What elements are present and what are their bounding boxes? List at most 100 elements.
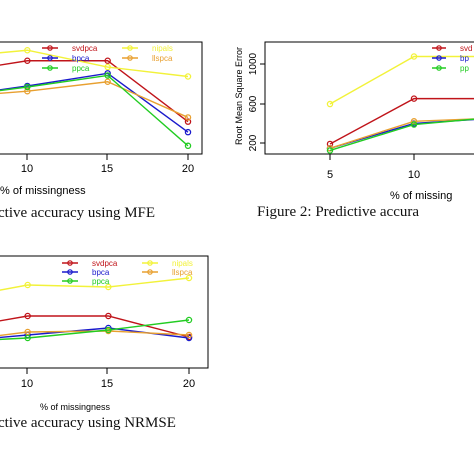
legend-marker-llspca — [127, 55, 133, 61]
data-point-llspca — [184, 114, 192, 121]
series-line-svdpca — [0, 315, 190, 338]
plot-frame — [264, 41, 474, 155]
legend-label-llspca: llspca — [152, 54, 173, 63]
data-point-nipals — [24, 47, 31, 54]
series-line-svdpca — [329, 97, 474, 145]
legend-label-bpca: bpca — [92, 268, 110, 277]
legend-marker-ppca — [47, 65, 53, 71]
x-tick-label: 10 — [408, 169, 420, 181]
data-point-svdpca — [326, 140, 334, 148]
data-point-nipals — [24, 281, 31, 289]
legend-marker-bpca — [47, 55, 53, 61]
series-line-llspca — [0, 81, 189, 119]
x-tick-label: 15 — [101, 163, 113, 175]
x-tick-label: 5 — [327, 169, 333, 181]
data-point-nipals — [185, 274, 193, 282]
data-point-llspca — [104, 78, 111, 86]
chart-panel-nrmse: svdpca nipals bpca llspca ppca 10 15 20 % of… — [0, 255, 209, 431]
y-tick-label: 600 — [248, 95, 259, 112]
x-tick-label: 20 — [182, 163, 194, 175]
data-point-svdpca — [410, 95, 418, 102]
legend-label-llspca: llspca — [172, 268, 193, 277]
series-line-bpca — [0, 72, 189, 133]
y-axis: 200 600 1000 Root Mean Square Error — [234, 47, 265, 151]
data-point-llspca — [24, 328, 31, 336]
data-point-svdpca — [105, 312, 112, 320]
legend-marker-llspca — [147, 269, 153, 275]
legend-label-nipals: nipals — [152, 44, 173, 53]
data-point-bpca — [185, 334, 193, 342]
series-layer — [0, 274, 193, 342]
data-point-llspca — [326, 145, 334, 152]
series-layer — [326, 53, 474, 154]
legend-label-nipals: nipals — [172, 259, 193, 268]
legend-marker-svdpca — [47, 45, 53, 51]
legend-label-ppca: ppca — [92, 277, 110, 286]
legend-label-svdpca: svdpca — [72, 44, 98, 53]
data-point-nipals — [105, 283, 112, 291]
data-point-llspca — [24, 87, 31, 95]
legend-marker-nipals — [147, 260, 153, 266]
data-point-ppca — [410, 121, 418, 128]
data-point-bpca — [184, 128, 192, 136]
x-tick-label: 20 — [183, 378, 195, 390]
legend-label-svdpca: svdpca — [92, 259, 118, 268]
data-point-ppca — [185, 316, 193, 324]
legend: svdpca nipals bpca llspca ppca — [62, 259, 193, 286]
x-tick-label: 15 — [101, 378, 113, 390]
legend-marker-nipals — [127, 45, 133, 51]
x-axis-label: % of missingness — [0, 185, 86, 197]
legend: svdpca nipals bpca llspca ppca — [42, 44, 173, 73]
figure-caption: Figure 2: Predictive accura — [257, 204, 419, 220]
legend-label-ppca: ppca — [72, 64, 90, 73]
data-point-ppca — [104, 72, 111, 79]
data-point-nipals — [410, 53, 418, 60]
legend-label-bp: bp — [460, 54, 469, 63]
figure-caption: ctive accuracy using MFE — [0, 205, 155, 221]
series-line-llspca — [0, 330, 190, 337]
data-point-nipals — [104, 63, 111, 71]
legend-marker-svd — [436, 45, 442, 51]
data-point-svdpca — [24, 57, 31, 65]
data-point-llspca — [185, 331, 193, 339]
data-point-ppca — [326, 147, 334, 154]
series-line-nipals — [0, 277, 190, 291]
x-axis-label: % of missing — [390, 190, 452, 202]
series-line-ppca — [329, 118, 474, 152]
y-axis-label: Root Mean Square Error — [234, 47, 244, 145]
x-axis-label: % of missingness — [40, 402, 111, 412]
data-point-nipals — [184, 73, 192, 80]
data-point-svdpca — [104, 57, 111, 65]
data-point-ppca — [24, 334, 31, 342]
legend-marker-ppca — [67, 278, 73, 284]
y-tick-label: 1000 — [248, 52, 259, 75]
series-line-nipals — [0, 49, 189, 78]
data-point-ppca — [24, 83, 31, 91]
chart-panel-mfe: svdpca nipals bpca llspca ppca 10 15 20 % of… — [0, 41, 203, 221]
legend-label-svd: svd — [460, 44, 472, 53]
series-line-ppca — [0, 74, 189, 147]
x-tick-label: 10 — [21, 378, 33, 390]
data-point-ppca — [105, 326, 112, 334]
legend-marker-pp — [436, 65, 442, 71]
plot-frame — [0, 255, 209, 369]
plot-frame — [0, 41, 203, 155]
figure-caption: ctive accuracy using NRMSE — [0, 415, 176, 431]
legend-marker-svdpca — [67, 260, 73, 266]
series-layer — [0, 47, 192, 150]
x-axis: 10 15 20 % of missingness — [0, 154, 194, 197]
legend-label-pp: pp — [460, 64, 469, 73]
data-point-ppca — [184, 142, 192, 150]
legend-marker-bp — [436, 55, 442, 61]
legend-marker-bpca — [67, 269, 73, 275]
x-axis: 10 15 20 % of missingness — [21, 368, 195, 412]
x-axis: 5 10 % of missing — [327, 154, 452, 202]
x-tick-label: 10 — [21, 163, 33, 175]
series-line-nipals — [329, 55, 474, 105]
data-point-nipals — [326, 100, 334, 108]
data-point-svdpca — [24, 312, 31, 320]
series-line-svdpca — [0, 60, 189, 123]
